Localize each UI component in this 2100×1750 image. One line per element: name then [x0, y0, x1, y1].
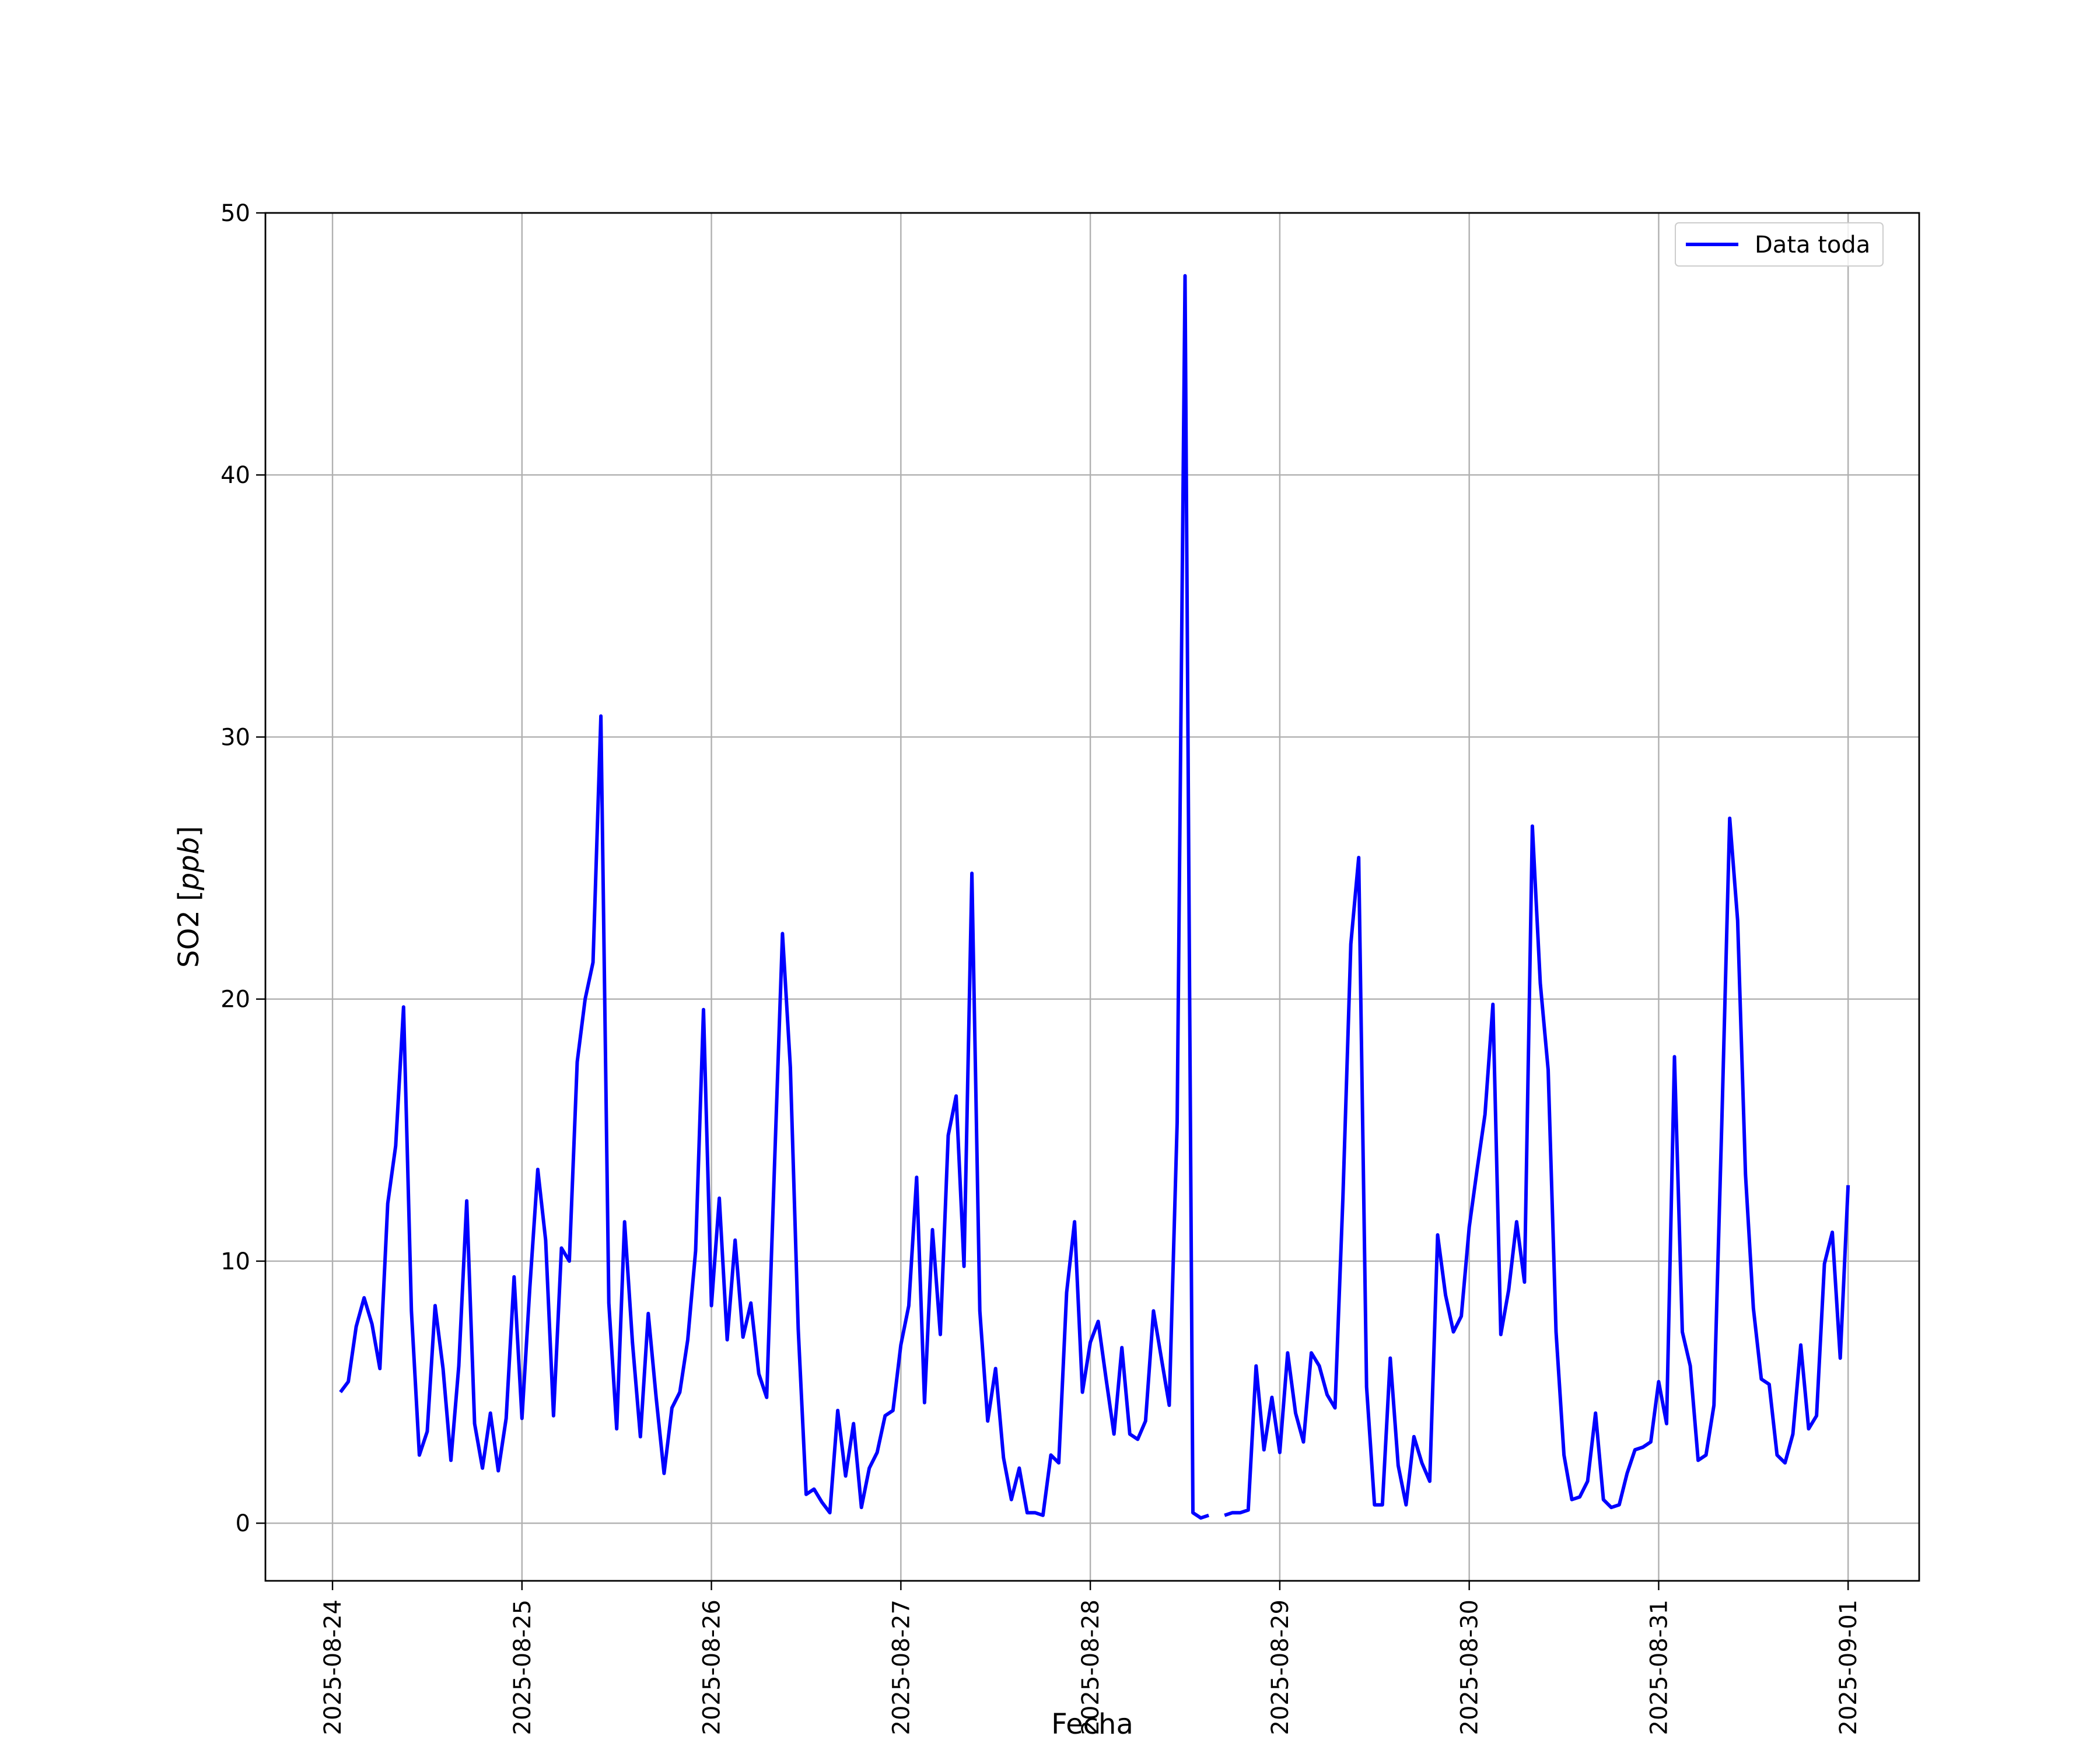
y-tick-label: 50: [220, 200, 250, 227]
legend: Data toda: [1675, 222, 1884, 267]
y-axis-title: SO2 [ppb]: [173, 826, 205, 968]
x-tick-label: 2025-08-25: [509, 1600, 536, 1735]
legend-label-data-toda: Data toda: [1755, 232, 1870, 258]
legend-box: [1675, 222, 1884, 267]
y-axis-title-main: SO2 [: [173, 890, 205, 968]
x-tick-label: 2025-08-28: [1077, 1600, 1104, 1735]
x-tick-label: 2025-08-24: [320, 1600, 346, 1735]
x-tick-label: 2025-08-29: [1267, 1600, 1294, 1735]
y-tick-label: 40: [220, 462, 250, 489]
y-tick-label: 10: [220, 1248, 250, 1275]
series-line-data-toda: [339, 274, 1850, 1520]
x-axis-title: Fecha: [1051, 1708, 1133, 1741]
y-tick-label: 0: [236, 1510, 250, 1537]
y-axis-title-unit: ppb: [173, 837, 205, 891]
series-layer: [339, 274, 1850, 1520]
y-tick-label: 30: [220, 724, 250, 751]
x-tick-label: 2025-08-27: [888, 1600, 915, 1735]
x-tick-label: 2025-09-01: [1835, 1600, 1862, 1735]
x-tick-label: 2025-08-31: [1646, 1600, 1672, 1735]
axis-ticks: 0 10 20 30 40 50 2025-08-24 2025-08-25 2025-08-2…: [220, 200, 1862, 1735]
y-tick-label: 20: [220, 986, 250, 1013]
x-tick-label: 2025-08-26: [699, 1600, 726, 1735]
plot-frame: [264, 212, 1920, 1582]
y-axis-title-close: ]: [173, 826, 205, 837]
x-tick-label: 2025-08-30: [1457, 1600, 1483, 1735]
